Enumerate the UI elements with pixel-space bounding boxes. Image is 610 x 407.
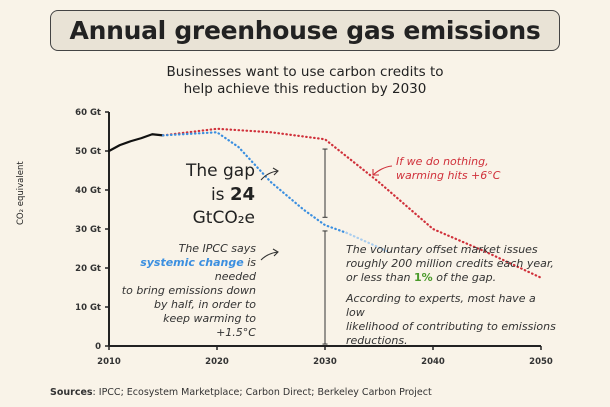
do-nothing-annotation: If we do nothing, warming hits +6°C [396,155,500,183]
y-tick-label: 10 Gt [75,303,101,313]
market-line: or less than 1% of the gap. [346,271,556,285]
ipcc-annotation: The IPCC says systemic change is needed … [120,242,256,340]
market-percent: 1% [414,271,433,284]
gap-unit: GtCO₂e [192,208,255,228]
red-line: warming hits +6°C [396,169,501,182]
ipcc-text: is needed [214,256,256,283]
title-box: Annual greenhouse gas emissions [50,10,560,51]
series-line-0 [107,133,165,153]
gap-arrow-icon [260,170,279,181]
gap-prefix: is [210,185,230,205]
y-tick-label: 0 [95,342,101,352]
y-tick-label: 40 Gt [75,186,101,196]
sources-text: : IPCC; Ecosystem Marketplace; Carbon Di… [92,387,432,398]
market-text: or less than [346,271,415,284]
ipcc-line: to bring emissions down [121,284,256,297]
x-tick-label: 2030 [313,357,337,367]
x-tick-label: 2010 [97,357,121,367]
x-tick-label: 2020 [205,357,229,367]
gap-arrow-icon-head [272,167,279,176]
ipcc-line: by half, in order to [153,298,256,311]
gap-line-1: The gap [185,161,255,181]
ipcc-arrow-icon-head [272,248,279,257]
market-annotation: The voluntary offset market issues rough… [346,243,556,348]
y-tick-label: 30 Gt [75,225,101,235]
sources: Sources: IPCC; Ecosystem Marketplace; Ca… [50,387,432,398]
market-line: According to experts, most have a low [346,292,536,319]
ipcc-highlight: systemic change [140,256,244,269]
market-text: of the gap. [432,271,497,284]
subtitle: Businesses want to use carbon credits to… [0,64,610,98]
gap-value: 24 [229,184,255,205]
gap-annotation: The gap is 24 GtCO₂e [180,160,255,230]
market-line: reductions. [346,334,408,347]
ipcc-line: systemic change is needed [120,256,256,284]
market-line: roughly 200 million credits each year, [346,257,554,270]
ipcc-arrow-icon [260,251,279,261]
series-line-1 [161,127,543,279]
red-arrow-icon-head [372,169,379,176]
y-tick-label: 50 Gt [75,147,101,157]
series-line-3 [345,231,391,254]
market-line: The voluntary offset market issues [346,243,538,256]
y-axis-label: CO₂ equivalent [16,161,26,225]
x-tick-label: 2040 [421,357,445,367]
gap-line-2: is 24 GtCO₂e [180,183,255,230]
sources-label: Sources [50,387,93,398]
series-line-2 [161,131,348,234]
chart-title: Annual greenhouse gas emissions [69,16,541,45]
red-arrow-icon [372,165,393,176]
subtitle-line-1: Businesses want to use carbon credits to [166,64,444,80]
y-tick-label: 60 Gt [75,108,101,118]
subtitle-line-2: help achieve this reduction by 2030 [183,81,427,97]
market-line: likelihood of contributing to emissions [346,320,556,333]
x-tick-label: 2050 [529,357,553,367]
y-tick-label: 20 Gt [75,264,101,274]
ipcc-line: keep warming to +1.5°C [163,312,256,339]
ipcc-line: The IPCC says [178,242,256,255]
red-line: If we do nothing, [396,155,489,168]
